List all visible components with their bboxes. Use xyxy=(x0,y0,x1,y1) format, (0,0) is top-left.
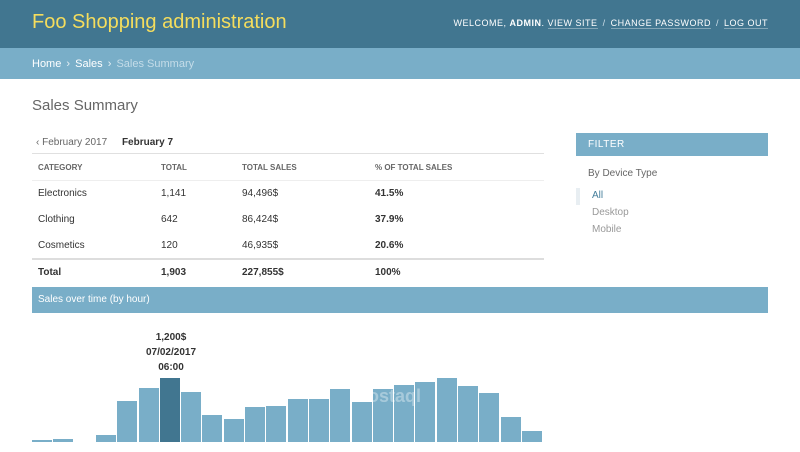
chart-bar-1100[interactable] xyxy=(266,406,286,442)
filter-panel: FILTER By Device Type All Desktop Mobile xyxy=(576,133,768,239)
chart-bar-1700[interactable] xyxy=(394,385,414,442)
table-total-row: Total 1,903 227,855$ 100% xyxy=(32,257,544,286)
separator: / xyxy=(715,18,719,28)
breadcrumb-separator: › xyxy=(107,58,112,70)
column-header-total[interactable]: TOTAL xyxy=(155,153,236,181)
chart-bar-0400[interactable] xyxy=(117,401,137,442)
chart-bar-0600[interactable] xyxy=(160,378,180,442)
chart-bar-0000[interactable] xyxy=(32,440,52,442)
chart-bar-1300[interactable] xyxy=(309,399,329,442)
date-current: February 7 xyxy=(121,137,174,148)
filter-option-all[interactable]: All xyxy=(576,188,768,205)
cell-category: Electronics xyxy=(38,188,87,200)
logout-link[interactable]: LOG OUT xyxy=(723,18,768,29)
cell-sales: 46,935$ xyxy=(242,239,279,251)
chart-bar-1900[interactable] xyxy=(437,378,457,442)
column-header-total-sales[interactable]: TOTAL SALES xyxy=(236,153,369,181)
filter-section: By Device Type All Desktop Mobile xyxy=(576,168,768,239)
tooltip-time: 06:00 xyxy=(158,362,184,373)
cell-sales: 86,424$ xyxy=(242,214,279,225)
tooltip-date: 07/02/2017 xyxy=(145,347,197,358)
change-password-link[interactable]: CHANGE PASSWORD xyxy=(610,18,711,29)
chart-bar-0800[interactable] xyxy=(202,415,222,442)
column-header-category[interactable]: CATEGORY xyxy=(32,153,155,181)
filter-header: FILTER xyxy=(576,133,768,156)
summary-table: CATEGORY TOTAL TOTAL SALES % OF TOTAL SA… xyxy=(32,153,544,286)
cell-category: Clothing xyxy=(38,214,75,225)
cell-pct: 20.6% xyxy=(375,239,404,251)
table-header-row: CATEGORY TOTAL TOTAL SALES % OF TOTAL SA… xyxy=(32,153,544,181)
filter-option-mobile[interactable]: Mobile xyxy=(592,224,622,235)
header: Foo Shopping administration WELCOME, ADM… xyxy=(0,0,800,48)
cell-pct: 37.9% xyxy=(375,214,404,225)
chart-bar-2200[interactable] xyxy=(501,417,521,442)
period: . xyxy=(541,18,545,28)
chart-tooltip: 1,200$ 07/02/2017 06:00 xyxy=(138,330,204,375)
chart-bar-0100[interactable] xyxy=(53,439,73,442)
date-previous-link[interactable]: ‹ February 2017 xyxy=(36,137,108,148)
separator: / xyxy=(602,18,606,28)
tooltip-value: 1,200$ xyxy=(155,332,187,343)
column-header-pct[interactable]: % OF TOTAL SALES xyxy=(369,153,544,181)
table-row: Electronics 1,141 94,496$ 41.5% xyxy=(32,181,544,207)
chart-bar-1800[interactable] xyxy=(415,382,435,442)
cell-pct: 100% xyxy=(369,257,544,286)
cell-category: Total xyxy=(32,257,155,286)
chart-bar-2100[interactable] xyxy=(479,393,499,442)
view-site-link[interactable]: VIEW SITE xyxy=(547,18,598,29)
welcome-text: WELCOME, xyxy=(453,18,507,28)
cell-sales: 94,496$ xyxy=(242,188,279,200)
page-title: Sales Summary xyxy=(32,97,138,114)
breadcrumb-current: Sales Summary xyxy=(116,58,195,70)
cell-category: Cosmetics xyxy=(38,239,85,251)
breadcrumb: Home › Sales › Sales Summary xyxy=(0,48,800,79)
chart-bar-1000[interactable] xyxy=(245,407,265,442)
breadcrumb-separator: › xyxy=(66,58,71,70)
chart-bar-0700[interactable] xyxy=(181,392,201,442)
chart-bar-2300[interactable] xyxy=(522,431,542,442)
cell-total: 642 xyxy=(161,214,178,225)
chart-bar-1400[interactable] xyxy=(330,389,350,442)
table-row: Clothing 642 86,424$ 37.9% xyxy=(32,207,544,233)
filter-options: All Desktop Mobile xyxy=(576,188,768,239)
cell-total: 1,141 xyxy=(161,188,187,200)
filter-option-desktop[interactable]: Desktop xyxy=(592,207,629,218)
cell-total: 1,903 xyxy=(155,257,236,286)
site-branding[interactable]: Foo Shopping administration xyxy=(32,11,287,33)
chart-bar-0500[interactable] xyxy=(139,388,159,442)
chart-bar-0300[interactable] xyxy=(96,435,116,442)
cell-total: 120 xyxy=(161,239,178,251)
breadcrumb-home[interactable]: Home xyxy=(32,58,62,70)
chart-bar-1200[interactable] xyxy=(288,399,308,442)
chart-bar-1600[interactable] xyxy=(373,389,393,442)
watermark: mostaql xyxy=(352,386,422,406)
table-row: Cosmetics 120 46,935$ 20.6% xyxy=(32,233,544,259)
username: ADMIN xyxy=(509,18,542,28)
chart-bar-0900[interactable] xyxy=(224,419,244,442)
user-tools: WELCOME, ADMIN. VIEW SITE / CHANGE PASSW… xyxy=(453,18,768,29)
date-hierarchy: ‹ February 2017 February 7 xyxy=(36,137,173,148)
chart-bar-1500[interactable] xyxy=(352,402,372,442)
chart-header: Sales over time (by hour) xyxy=(32,287,768,313)
chart-bar-2000[interactable] xyxy=(458,386,478,442)
sales-chart: 1,200$ 07/02/2017 06:00 xyxy=(32,318,552,442)
filter-section-title: By Device Type xyxy=(588,168,658,179)
breadcrumb-sales[interactable]: Sales xyxy=(75,58,103,70)
cell-pct: 41.5% xyxy=(375,188,404,200)
cell-sales: 227,855$ xyxy=(236,257,369,286)
